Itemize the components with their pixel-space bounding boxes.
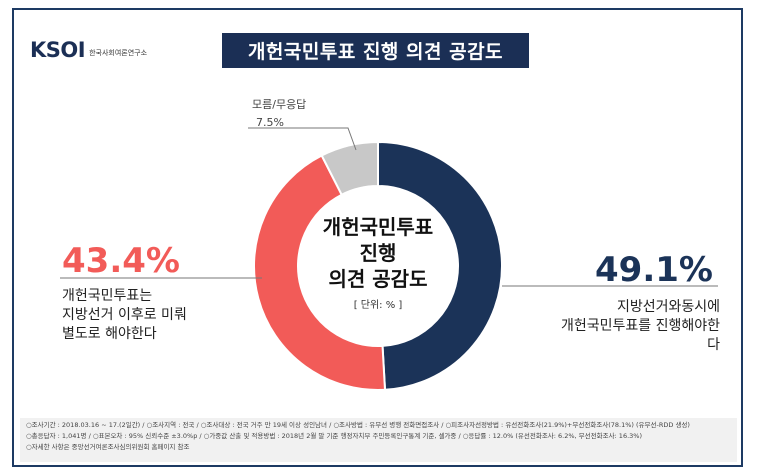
- survey-footnote: ○조사기간 : 2018.03.16 ~ 17.(2일간) / ○조사지역 : …: [20, 418, 737, 462]
- donut-center-label: 개헌국민투표 진행 의견 공감도 [ 단위: % ]: [283, 214, 473, 311]
- slice-label-unknown-value: 7.5%: [256, 116, 284, 129]
- logo-subtitle: 한국사회여론연구소: [89, 49, 148, 57]
- slice-agree-simultaneous: [377, 140, 503, 391]
- left-desc-line-2: 지방선거 이후로 미뤄: [62, 307, 187, 323]
- left-desc-line-3: 별도로 해야한다: [62, 326, 157, 342]
- slice-unknown: [320, 140, 379, 197]
- footnote-line-3: ○자세한 사항은 중앙선거여론조사심의위원회 홈페이지 참조: [26, 443, 190, 451]
- right-desc-line-1: 지방선거와동시에: [616, 299, 720, 315]
- footnote-line-1: ○조사기간 : 2018.03.16 ~ 17.(2일간) / ○조사지역 : …: [26, 421, 690, 429]
- center-line-3: 의견 공감도: [328, 267, 428, 291]
- slice-postpone-separate: [253, 154, 387, 391]
- center-line-2: 진행: [359, 241, 397, 265]
- leader-line-unknown: [248, 127, 357, 151]
- slice-label-unknown-name: 모름/무응답: [252, 98, 307, 111]
- slice-label-right-value: 49.1%: [595, 250, 713, 290]
- slice-label-left-desc: 개헌국민투표는 지방선거 이후로 미뤄 별도로 해야한다: [62, 287, 187, 344]
- chart-title: 개헌국민투표 진행 의견 공감도: [222, 33, 529, 68]
- right-desc-line-2: 개헌국민투표를 진행해야한다: [560, 318, 720, 353]
- footnote-line-2: ○총응답자 : 1,041명 / ○표본오차 : 95% 신뢰수준 ±3.0%p…: [26, 432, 642, 440]
- center-line-1: 개헌국민투표: [322, 215, 434, 239]
- logo-mark: KSOI: [30, 38, 86, 62]
- ksoi-logo: KSOI 한국사회여론연구소: [30, 40, 147, 61]
- unit-label: [ 단위: % ]: [353, 300, 403, 311]
- left-desc-line-1: 개헌국민투표는: [62, 288, 153, 304]
- slice-label-left-value: 43.4%: [62, 241, 180, 281]
- slice-label-right-desc: 지방선거와동시에 개헌국민투표를 진행해야한다: [560, 298, 720, 355]
